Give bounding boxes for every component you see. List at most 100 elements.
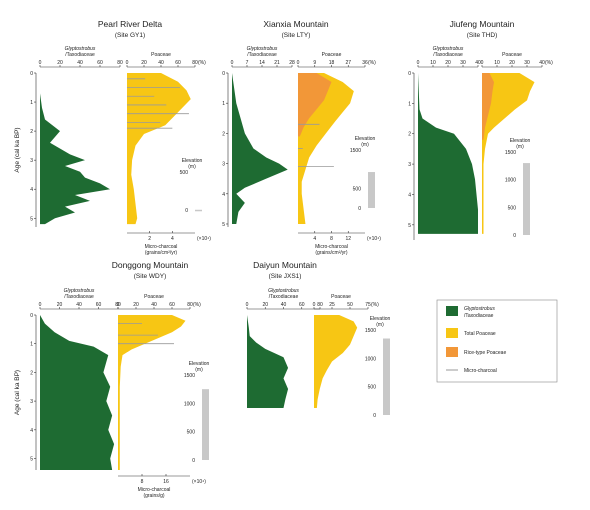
poaceae-series-label: Poaceae: [322, 52, 342, 58]
elevation-label: Elevation: [510, 138, 531, 144]
elevation-unit: (m): [516, 144, 524, 150]
elevation-label: Elevation: [370, 316, 391, 322]
poaceae-tick-label: 0: [117, 302, 120, 308]
glypto-tick-label: 10: [430, 60, 436, 66]
rice-poaceae-area: [298, 73, 332, 137]
poaceae-tick-label: 36: [362, 60, 368, 66]
elevation-tick-label: 0: [185, 208, 188, 214]
elevation-unit: (m): [361, 142, 369, 148]
rice-poaceae-area: [482, 73, 494, 140]
y-tick-label: 5: [408, 223, 411, 229]
poaceae-tick-label: 25: [329, 302, 335, 308]
poaceae-tick-label: 80: [187, 302, 193, 308]
charcoal-axis-unit: (grains/g): [143, 493, 164, 499]
y-tick-label: 4: [30, 428, 33, 434]
y-axis-label: Age (cal ka BP): [14, 370, 21, 415]
glypto-tick-label: 0: [39, 302, 42, 308]
charcoal-axis-title: Micro-charcoal: [315, 244, 348, 250]
elevation-tick-label: 500: [508, 205, 517, 211]
charcoal-multiplier: (×10⁴): [192, 479, 206, 485]
y-tick-label: 2: [30, 370, 33, 376]
glypto-series-label: Glyptostrobus: [64, 288, 95, 294]
elevation-tick-label: 1000: [505, 178, 516, 184]
percent-unit-label: (%): [193, 302, 201, 308]
elevation-tick-label: 0: [513, 233, 516, 239]
legend: Glyptostrobus/Taxodiaceae Total Poaceae Ri…: [436, 299, 558, 383]
y-tick-label: 4: [408, 192, 411, 198]
charcoal-tick-label: 4: [171, 236, 174, 242]
panel-subtitle: (Site GY1): [115, 32, 145, 39]
glypto-area: [40, 315, 115, 470]
elevation-tick-label: 0: [192, 458, 195, 464]
site-panel-4: Daiyun Mountain(Site JXS1)0 20 40 60 800 25 50…: [246, 260, 391, 419]
glypto-tick-label: 80: [115, 302, 121, 308]
glypto-tick-label: 7: [246, 60, 249, 66]
glypto-area: [418, 73, 478, 234]
y-tick-label: 4: [222, 192, 225, 198]
glypto-tick-label: 21: [274, 60, 280, 66]
elevation-tick-label: 1000: [365, 356, 376, 362]
glypto-series-label-2: /Taxodiaceae: [64, 294, 94, 300]
elevation-label: Elevation: [189, 361, 210, 367]
panel-subtitle: (Site JXS1): [269, 273, 302, 280]
glypto-tick-label: 20: [57, 302, 63, 308]
poaceae-tick-label: 27: [345, 60, 351, 66]
poaceae-series-label: Poaceae: [502, 52, 522, 58]
charcoal-tick-label: 12: [345, 236, 351, 242]
poaceae-tick-label: 18: [329, 60, 335, 66]
legend-swatch-poaceae: [446, 328, 458, 338]
poaceae-tick-label: 40: [151, 302, 157, 308]
y-tick-label: 3: [222, 162, 225, 168]
legend-label-rice: Rice-type Poaceae: [464, 350, 506, 356]
poaceae-tick-label: 0: [313, 302, 316, 308]
y-tick-label: 1: [408, 101, 411, 107]
poaceae-tick-label: 50: [347, 302, 353, 308]
percent-unit-label: (%): [368, 60, 376, 66]
poaceae-tick-label: 0: [481, 60, 484, 66]
legend-swatch-rice: [446, 347, 458, 357]
panel-title: Daiyun Mountain: [253, 260, 317, 270]
glypto-tick-label: 0: [231, 60, 234, 66]
elevation-unit: (m): [376, 322, 384, 328]
glypto-tick-label: 40: [281, 302, 287, 308]
glypto-tick-label: 60: [96, 302, 102, 308]
poaceae-series-label: Poaceae: [331, 294, 351, 300]
panel-subtitle: (Site LTY): [282, 32, 311, 39]
charcoal-axis-title: Micro-charcoal: [138, 487, 171, 493]
poaceae-area: [482, 73, 535, 234]
elevation-tick-label: 0: [358, 206, 361, 212]
elevation-unit: (m): [195, 367, 203, 373]
poaceae-tick-label: 40: [539, 60, 545, 66]
charcoal-axis-title: Micro-charcoal: [145, 244, 178, 250]
charcoal-tick-label: 2: [148, 236, 151, 242]
glypto-series-label: Glyptostrobus: [433, 46, 464, 52]
poaceae-tick-label: 20: [133, 302, 139, 308]
poaceae-tick-label: 0: [297, 60, 300, 66]
elevation-tick-label: 500: [187, 430, 196, 436]
poaceae-tick-label: 80: [192, 60, 198, 66]
poaceae-tick-label: 20: [141, 60, 147, 66]
glypto-area: [40, 73, 110, 225]
elevation-tick-label: 500: [368, 385, 377, 391]
glypto-area: [232, 73, 288, 224]
poaceae-area: [118, 315, 186, 470]
elevation-tick-label: 1500: [365, 328, 376, 334]
elevation-unit: (m): [188, 164, 196, 170]
glypto-tick-label: 20: [262, 302, 268, 308]
elevation-tick-label: 1500: [505, 150, 516, 156]
elevation-tick-label: 0: [373, 413, 376, 419]
panel-title: Donggong Mountain: [112, 260, 189, 270]
panel-subtitle: (Site WDY): [134, 273, 167, 280]
elevation-label: Elevation: [182, 158, 203, 164]
poaceae-tick-label: 0: [126, 60, 129, 66]
y-tick-label: 1: [30, 100, 33, 106]
legend-label-charcoal: Micro-charcoal: [464, 368, 497, 374]
glypto-tick-label: 80: [117, 60, 123, 66]
glypto-tick-label: 60: [97, 60, 103, 66]
poaceae-series-label: Poaceae: [144, 294, 164, 300]
elevation-label: Elevation: [355, 136, 376, 142]
legend-label-glypto-2: /Taxodiaceae: [464, 313, 494, 319]
site-panel-2: Jiufeng Mountain (Site THD) 0 1 2 3 4 5 0 10 20 30 4…: [408, 19, 553, 240]
poaceae-tick-label: 60: [169, 302, 175, 308]
